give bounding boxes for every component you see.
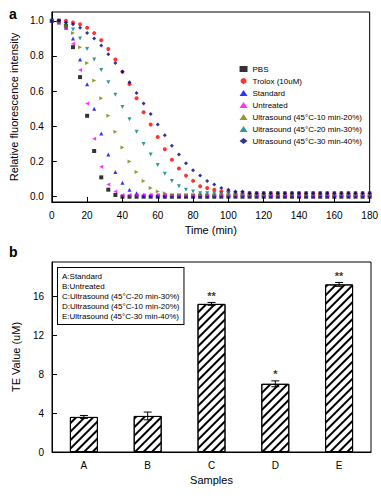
svg-text:80: 80 <box>188 210 200 221</box>
svg-text:**: ** <box>207 290 216 302</box>
svg-text:D:Ultrasound (45°C-10 min-20%): D:Ultrasound (45°C-10 min-20%) <box>62 302 180 311</box>
svg-text:Ultrasound (45°C-20 min-30%): Ultrasound (45°C-20 min-30%) <box>253 125 363 134</box>
svg-text:A: A <box>81 460 88 471</box>
svg-text:0.4: 0.4 <box>30 121 44 132</box>
svg-text:a: a <box>9 6 17 22</box>
svg-text:TE Value (uM): TE Value (uM) <box>10 322 22 392</box>
svg-text:100: 100 <box>220 210 237 221</box>
svg-text:Time (min): Time (min) <box>185 224 237 236</box>
svg-text:160: 160 <box>326 210 343 221</box>
svg-text:PBS: PBS <box>253 65 269 74</box>
svg-text:Relative fluorescence intensit: Relative fluorescence intensity <box>8 32 20 181</box>
svg-text:1.0: 1.0 <box>30 15 44 26</box>
svg-text:C: C <box>208 460 215 471</box>
svg-text:E: E <box>336 460 343 471</box>
svg-text:Standard: Standard <box>253 89 285 98</box>
svg-text:8: 8 <box>38 369 44 380</box>
svg-text:**: ** <box>335 270 344 282</box>
svg-text:0.2: 0.2 <box>30 156 44 167</box>
svg-text:180: 180 <box>361 210 378 221</box>
svg-text:A:Standard: A:Standard <box>62 272 102 281</box>
svg-text:120: 120 <box>255 210 272 221</box>
svg-text:4: 4 <box>38 408 44 419</box>
svg-text:C:Ultrasound (45°C-20 min-30%): C:Ultrasound (45°C-20 min-30%) <box>62 292 180 301</box>
svg-text:60: 60 <box>152 210 164 221</box>
svg-text:40: 40 <box>117 210 129 221</box>
svg-text:0.0: 0.0 <box>30 191 44 202</box>
svg-text:E:Ultrasound (45°C-30 min-40%): E:Ultrasound (45°C-30 min-40%) <box>62 312 179 321</box>
svg-text:Ultrasound (45°C-10 min-20%): Ultrasound (45°C-10 min-20%) <box>253 113 363 122</box>
svg-text:0: 0 <box>38 447 44 458</box>
svg-text:Trolox (10uM): Trolox (10uM) <box>253 77 303 86</box>
svg-text:16: 16 <box>33 291 45 302</box>
svg-text:Samples: Samples <box>190 474 233 486</box>
svg-text:Untreated: Untreated <box>253 101 288 110</box>
svg-text:B:Untreated: B:Untreated <box>62 282 105 291</box>
svg-text:0: 0 <box>49 210 55 221</box>
svg-text:140: 140 <box>291 210 308 221</box>
svg-text:0.8: 0.8 <box>30 50 44 61</box>
svg-text:*: * <box>273 368 278 380</box>
svg-text:b: b <box>9 244 18 260</box>
svg-text:B: B <box>144 460 151 471</box>
svg-text:0.6: 0.6 <box>30 86 44 97</box>
svg-text:20: 20 <box>82 210 94 221</box>
svg-text:12: 12 <box>33 330 45 341</box>
svg-text:Ultrasound (45°C-30 min-40%): Ultrasound (45°C-30 min-40%) <box>253 137 363 146</box>
svg-text:D: D <box>272 460 279 471</box>
